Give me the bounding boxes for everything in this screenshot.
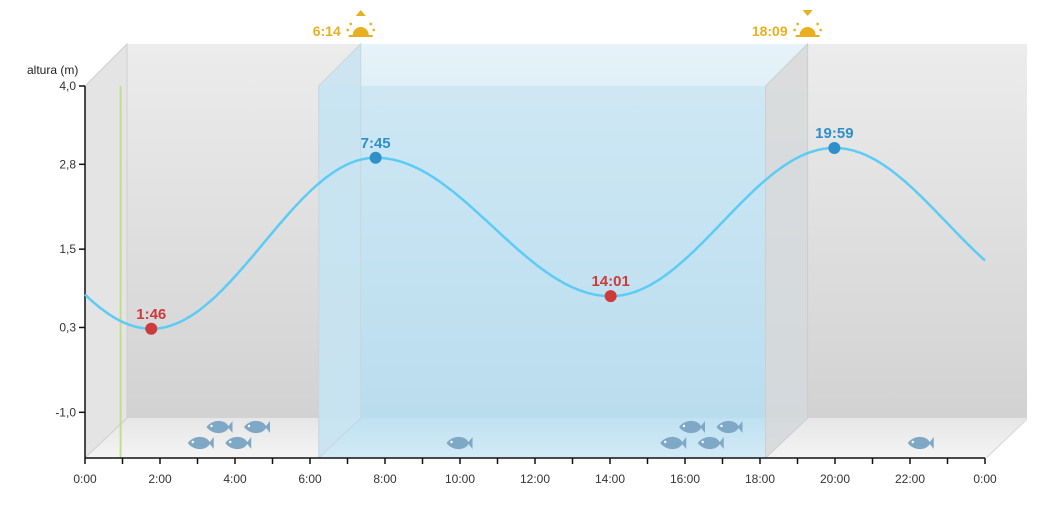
sun-ray [372,28,375,32]
y-tick-label: 2,8 [59,157,76,171]
fish-eye [682,424,686,428]
fish-eye [701,440,704,444]
x-tick-label: 10:00 [445,472,475,486]
sun-ray [816,22,819,26]
y-tick-label: 1,5 [59,242,76,256]
x-tick-label: 0:00 [973,472,997,486]
fish-eye [247,424,251,428]
sunset-time: 18:09 [752,23,788,39]
sunset-icon [793,10,822,37]
y-tick-label: 0,3 [59,320,76,334]
x-tick-label: 8:00 [373,472,397,486]
x-tick-label: 4:00 [223,472,247,486]
right-floor-edge [985,418,1027,458]
fish-body [225,436,252,450]
x-axis: 0:00 2:00 4:00 6:00 8:00 10:00 12:00 14:00 16:00… [73,457,997,486]
x-tick-label: 22:00 [895,472,925,486]
sunrise-side-wall [318,42,362,460]
sunset-side-wall [765,42,809,460]
sun-half [799,27,816,35]
sunrise-icon [346,10,375,37]
fish-icon [187,436,214,450]
fish-icon [244,420,270,434]
fish-body [187,436,214,450]
sun-events: 6:14 18:09 [313,10,822,39]
fish-icon [446,436,473,450]
sun-ray [346,28,349,32]
night-floor-evening [765,418,1027,458]
night-floor-morning [85,418,361,458]
x-tick-label: 6:00 [298,472,322,486]
y-axis: 4,0 2,8 1,5 0,3 -1,0 [55,79,86,458]
fish-body [206,420,233,434]
sun-ray [819,28,822,32]
fish-icon [907,436,934,450]
sun-ray [793,28,796,32]
fish-eye [911,440,914,444]
fish-icon [697,436,724,450]
y-tick-label: -1,0 [55,405,76,419]
sunrise-time: 6:14 [313,23,341,39]
high-tide-marker [828,142,841,154]
x-tick-label: 16:00 [670,472,700,486]
arrow-up-icon [355,10,366,16]
fish-body [716,420,743,434]
high-tide-label: 7:45 [361,135,391,152]
fish-eye [229,440,232,444]
low-tide-label: 14:01 [591,273,629,290]
low-tide-marker [604,290,617,303]
fish-body [244,420,270,434]
fish-eye [191,440,194,444]
x-tick-label: 12:00 [520,472,550,486]
high-tide-label: 19:59 [815,125,853,142]
background-panels [84,42,1027,460]
night-back-wall-evening [807,44,1027,418]
fish-icon [660,436,687,450]
x-tick-label: 14:00 [595,472,625,486]
fish-eye [720,424,723,428]
fish-body [660,436,687,450]
fish-icon [206,420,233,434]
fish-icon [679,420,705,434]
fish-body [446,436,473,450]
sun-half [352,27,369,35]
x-tick-label: 18:00 [745,472,775,486]
y-axis-title: altura (m) [27,63,78,77]
fish-body [697,436,724,450]
low-tide-marker [145,322,158,335]
x-tick-label: 2:00 [148,472,172,486]
fish-body [679,420,705,434]
low-tide-label: 1:46 [136,306,166,323]
high-tide-marker [369,151,382,164]
x-tick-label: 0:00 [73,472,97,486]
fish-icon [716,420,743,434]
arrow-down-icon [802,10,813,16]
x-tick-label: 20:00 [820,472,850,486]
tide-events: 1:46 7:45 14:01 19:59 [136,125,854,335]
fish-eye [664,440,667,444]
fish-body [907,436,934,450]
fish-icon [225,436,252,450]
y-tick-label: 4,0 [59,79,76,93]
sun-ray [796,22,799,26]
fish-eye [450,440,453,444]
sun-ray [349,22,352,26]
day-front-panel [318,86,766,458]
sun-ray [369,22,372,26]
fish-eye [210,424,213,428]
